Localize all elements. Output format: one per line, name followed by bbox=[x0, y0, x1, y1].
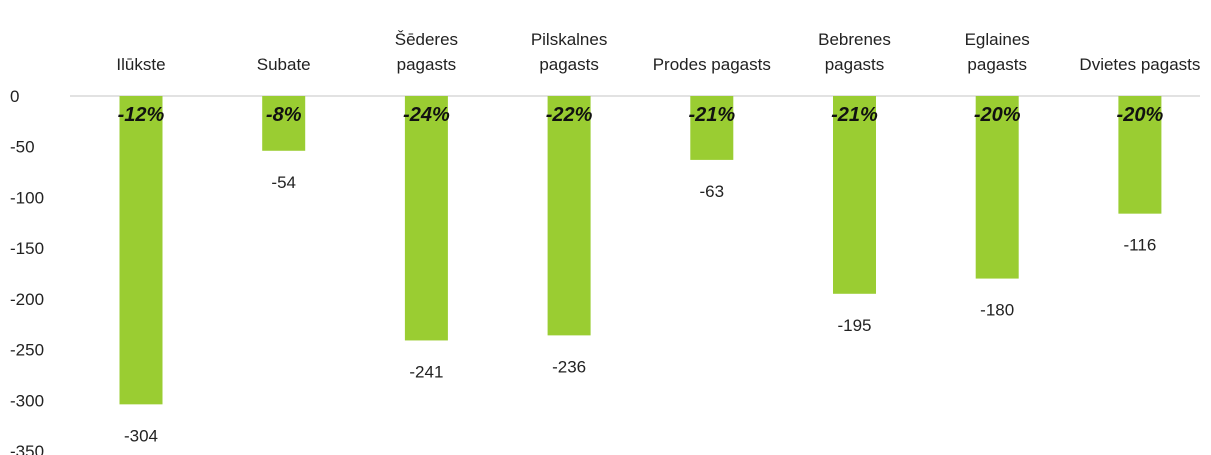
percent-label: -21% bbox=[688, 104, 735, 126]
y-tick-label: -300 bbox=[10, 391, 44, 410]
bar bbox=[833, 96, 876, 294]
y-tick-label: -50 bbox=[10, 138, 35, 157]
data-label: -304 bbox=[124, 426, 158, 445]
percent-labels: -12% -8% -24% -22% -21% -21% -20% -20% bbox=[118, 104, 1164, 126]
percent-label: -8% bbox=[266, 104, 302, 126]
data-label: -236 bbox=[552, 357, 586, 376]
percent-label: -20% bbox=[974, 104, 1021, 126]
percent-label: -21% bbox=[831, 104, 878, 126]
bar bbox=[262, 96, 306, 151]
category-label: Prodes pagasts bbox=[653, 55, 771, 74]
category-labels: Ilūkste Subate Šēderes pagasts Pilskalnes pag… bbox=[116, 30, 1200, 74]
data-label: -241 bbox=[409, 362, 443, 381]
percent-label: -12% bbox=[118, 104, 165, 126]
y-tick-label: -150 bbox=[10, 239, 44, 258]
bar bbox=[404, 96, 448, 341]
bar bbox=[975, 96, 1019, 279]
percent-label: -20% bbox=[1117, 104, 1164, 126]
y-tick-label: 0 bbox=[10, 87, 19, 106]
bar bbox=[690, 96, 734, 160]
y-tick-label: -250 bbox=[10, 341, 44, 360]
y-tick-label: -100 bbox=[10, 188, 44, 207]
category-label: pagasts bbox=[397, 55, 457, 74]
category-label: Subate bbox=[257, 55, 311, 74]
data-label: -54 bbox=[271, 173, 296, 192]
bar bbox=[119, 96, 163, 405]
category-label: pagasts bbox=[539, 55, 599, 74]
data-label: -180 bbox=[980, 301, 1014, 320]
y-axis-ticks: 0 -50 -100 -150 -200 -250 -300 -350 bbox=[10, 87, 44, 455]
data-label: -63 bbox=[700, 182, 725, 201]
category-label: Šēderes bbox=[395, 30, 458, 49]
data-label: -116 bbox=[1124, 236, 1157, 255]
category-label: Pilskalnes bbox=[531, 30, 608, 49]
percent-label: -22% bbox=[546, 104, 593, 126]
y-tick-label: -350 bbox=[10, 442, 44, 455]
bar bbox=[547, 96, 591, 336]
data-label: -195 bbox=[837, 316, 871, 335]
y-tick-label: -200 bbox=[10, 290, 44, 309]
category-label: pagasts bbox=[825, 55, 885, 74]
percent-label: -24% bbox=[403, 104, 450, 126]
category-label: Ilūkste bbox=[116, 55, 165, 74]
category-label: pagasts bbox=[967, 55, 1027, 74]
bar bbox=[1118, 96, 1162, 214]
category-label: Eglaines bbox=[965, 30, 1030, 49]
category-label: Dvietes pagasts bbox=[1079, 55, 1200, 74]
category-label: Bebrenes bbox=[818, 30, 891, 49]
bars bbox=[119, 96, 1162, 405]
value-labels: -304 -54 -241 -236 -63 -195 -180 -116 bbox=[124, 173, 1156, 446]
